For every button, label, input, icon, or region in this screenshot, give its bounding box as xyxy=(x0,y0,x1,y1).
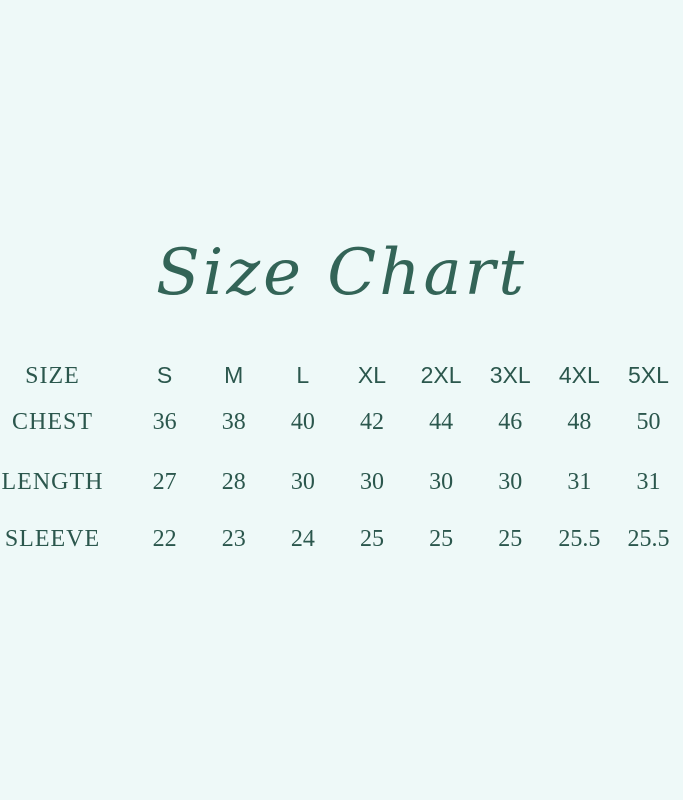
table-cell: 30 xyxy=(290,469,315,496)
header-values: S M L XL 2XL 3XL 4XL 5XL xyxy=(130,360,683,390)
table-cell: 31 xyxy=(567,469,592,496)
row-label-chest: CHEST xyxy=(11,409,93,436)
table-cell: 36 xyxy=(152,409,177,436)
sleeve-values: 22 23 24 25 25 25 25.5 25.5 xyxy=(130,524,683,554)
chest-values: 36 38 40 42 44 46 48 50 xyxy=(130,407,683,437)
table-cell: 25 xyxy=(498,526,523,553)
length-values: 27 28 30 30 30 30 31 31 xyxy=(130,467,683,497)
table-cell: 27 xyxy=(152,469,177,496)
table-cell: 46 xyxy=(498,409,523,436)
table-cell: 22 xyxy=(152,526,177,553)
table-row-sleeve: SLEEVE 22 23 24 25 25 25 25.5 25.5 xyxy=(0,524,683,554)
table-row-chest: CHEST 36 38 40 42 44 46 48 50 xyxy=(0,407,683,437)
table-cell: 30 xyxy=(359,469,384,496)
table-cell: 30 xyxy=(498,469,523,496)
table-cell: 50 xyxy=(636,409,661,436)
table-cell: 25.5 xyxy=(627,526,670,553)
table-cell: 31 xyxy=(636,469,661,496)
table-cell: 38 xyxy=(221,409,246,436)
row-label-sleeve: SLEEVE xyxy=(4,526,101,553)
column-header-s: S xyxy=(156,362,173,389)
page-title: Size Chart xyxy=(156,236,527,310)
table-cell: 24 xyxy=(290,526,315,553)
table-cell: 28 xyxy=(221,469,246,496)
table-cell: 48 xyxy=(567,409,592,436)
column-header-4xl: 4XL xyxy=(558,362,600,389)
table-cell: 44 xyxy=(429,409,454,436)
column-header-2xl: 2XL xyxy=(420,362,462,389)
table-header-row: SIZE S M L XL 2XL 3XL 4XL 5XL xyxy=(0,360,683,391)
column-header-l: L xyxy=(296,362,310,389)
row-label-size: SIZE xyxy=(25,363,80,390)
table-row-length: LENGTH 27 28 30 30 30 30 31 31 xyxy=(0,467,683,497)
size-table: SIZE S M L XL 2XL 3XL 4XL 5XL CHEST 36 3… xyxy=(0,360,683,554)
column-header-xl: XL xyxy=(357,362,386,389)
table-cell: 23 xyxy=(221,526,246,553)
row-label-length: LENGTH xyxy=(1,469,104,496)
column-header-m: M xyxy=(224,362,244,389)
table-cell: 42 xyxy=(359,409,384,436)
column-header-5xl: 5XL xyxy=(627,362,669,389)
table-cell: 25 xyxy=(359,526,384,553)
table-cell: 30 xyxy=(429,469,454,496)
table-cell: 25.5 xyxy=(558,526,601,553)
table-cell: 25 xyxy=(429,526,454,553)
column-header-3xl: 3XL xyxy=(489,362,531,389)
table-cell: 40 xyxy=(290,409,315,436)
